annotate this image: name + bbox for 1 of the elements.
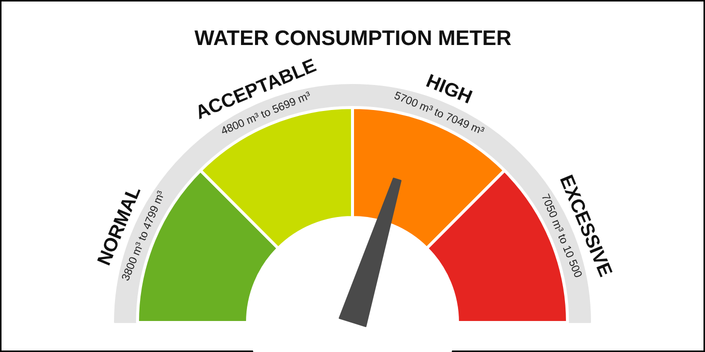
chart-title: WATER CONSUMPTION METER xyxy=(194,27,512,50)
